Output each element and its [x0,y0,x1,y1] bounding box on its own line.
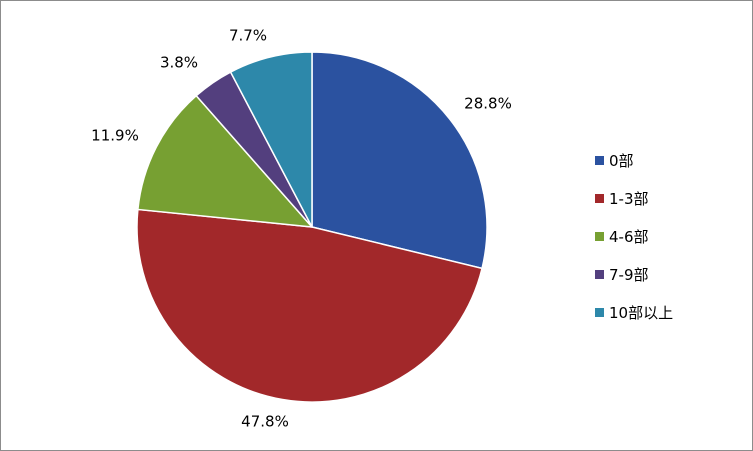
legend-item-0: 0部 [595,141,673,179]
legend-label-1: 1-3部 [609,189,649,208]
legend: 0部 1-3部 4-6部 7-9部 10部以上 [595,141,673,331]
pie-slice-2 [137,94,314,228]
legend-swatch-1 [595,193,604,203]
pie-slice-0 [311,51,488,270]
slice-label-0: 28.8% [464,95,512,113]
slice-label-1: 47.8% [241,413,289,431]
legend-label-2: 4-6部 [609,227,649,246]
legend-item-2: 4-6部 [595,217,673,255]
legend-swatch-0 [595,155,604,165]
slice-label-3: 3.8% [160,54,198,72]
pie-slice-4 [229,51,313,228]
legend-item-1: 1-3部 [595,179,673,217]
legend-swatch-4 [595,307,604,317]
pie-slice-1 [136,208,483,403]
legend-swatch-2 [595,231,604,241]
legend-label-4: 10部以上 [609,303,674,322]
legend-item-4: 10部以上 [595,293,673,331]
legend-item-3: 7-9部 [595,255,673,293]
legend-swatch-3 [595,269,604,279]
slice-label-2: 11.9% [91,127,139,145]
legend-label-3: 7-9部 [609,265,649,284]
legend-label-0: 0部 [609,151,634,170]
slice-label-4: 7.7% [229,27,267,45]
